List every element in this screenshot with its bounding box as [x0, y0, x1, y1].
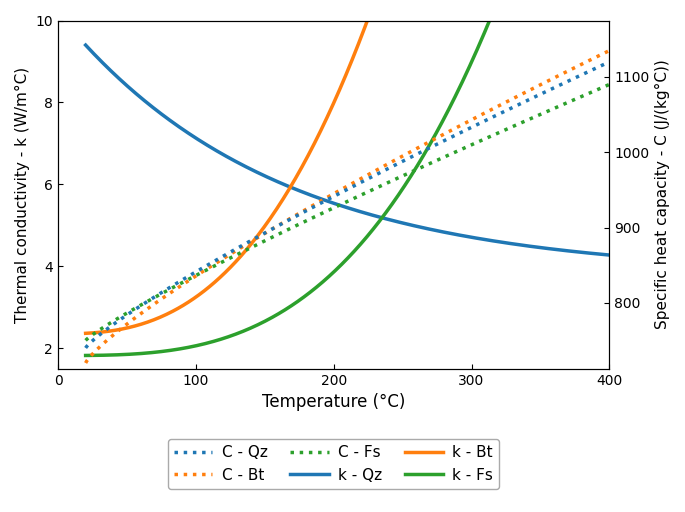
X-axis label: Temperature (°C): Temperature (°C): [262, 393, 406, 411]
Legend: C - Qz, C - Bt, C - Fs, k - Qz, k - Bt, k - Fs: C - Qz, C - Bt, C - Fs, k - Qz, k - Bt, …: [169, 439, 499, 489]
Y-axis label: Thermal conductivity - k (W/m°C): Thermal conductivity - k (W/m°C): [15, 67, 30, 323]
Y-axis label: Specific heat capacity - C (J/(kg°C)): Specific heat capacity - C (J/(kg°C)): [655, 60, 670, 329]
